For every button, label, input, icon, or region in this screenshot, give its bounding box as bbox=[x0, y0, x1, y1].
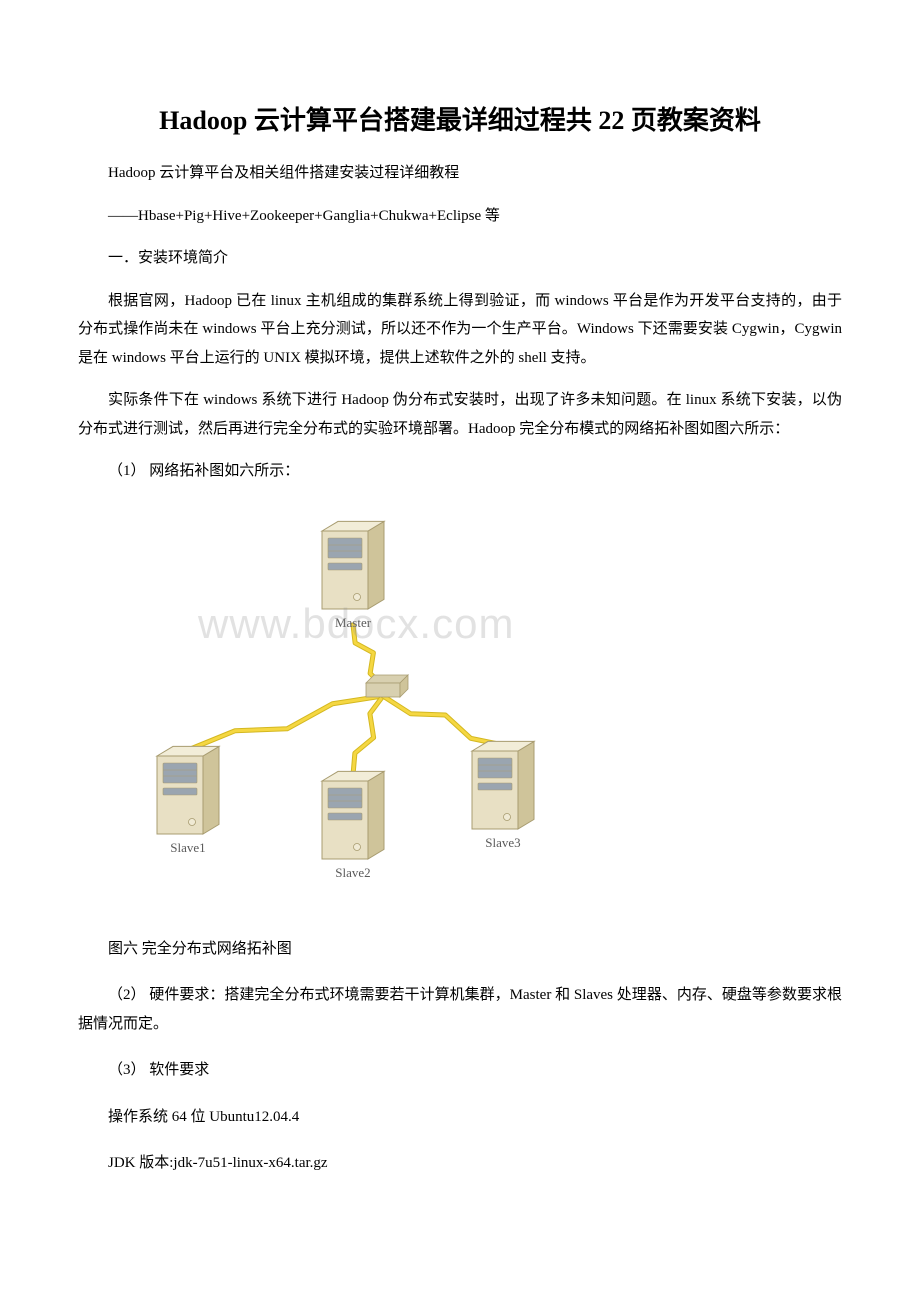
paragraph: Hadoop 云计算平台及相关组件搭建安装过程详细教程 bbox=[78, 159, 842, 188]
document-page: Hadoop 云计算平台搭建最详细过程共 22 页教案资料 Hadoop 云计算… bbox=[0, 0, 920, 1256]
svg-text:Master: Master bbox=[335, 615, 372, 630]
paragraph: 实际条件下在 windows 系统下进行 Hadoop 伪分布式安装时，出现了许… bbox=[78, 386, 842, 443]
svg-text:Slave3: Slave3 bbox=[485, 835, 520, 850]
svg-text:Slave2: Slave2 bbox=[335, 865, 370, 880]
paragraph: 操作系统 64 位 Ubuntu12.04.4 bbox=[78, 1103, 842, 1132]
list-item: （2） 硬件要求：搭建完全分布式环境需要若干计算机集群，Master 和 Sla… bbox=[78, 981, 842, 1038]
document-title: Hadoop 云计算平台搭建最详细过程共 22 页教案资料 bbox=[78, 100, 842, 137]
paragraph: JDK 版本:jdk-7u51-linux-x64.tar.gz bbox=[78, 1149, 842, 1178]
svg-text:Slave1: Slave1 bbox=[170, 840, 205, 855]
section-heading: 一．安装环境简介 bbox=[78, 244, 842, 273]
list-item: （1） 网络拓补图如六所示： bbox=[78, 457, 842, 486]
paragraph: 根据官网，Hadoop 已在 linux 主机组成的集群系统上得到验证，而 wi… bbox=[78, 287, 842, 373]
list-item: （3） 软件要求 bbox=[78, 1056, 842, 1085]
paragraph: ——Hbase+Pig+Hive+Zookeeper+Ganglia+Chukw… bbox=[78, 202, 842, 231]
topology-svg: Master Slave1 Slave2 Slave3 bbox=[118, 500, 618, 920]
network-topology-diagram: www.bdocx.com MasterSlave1Slave2Slave3 bbox=[118, 500, 618, 925]
figure-caption: 图六 完全分布式网络拓补图 bbox=[78, 935, 842, 964]
